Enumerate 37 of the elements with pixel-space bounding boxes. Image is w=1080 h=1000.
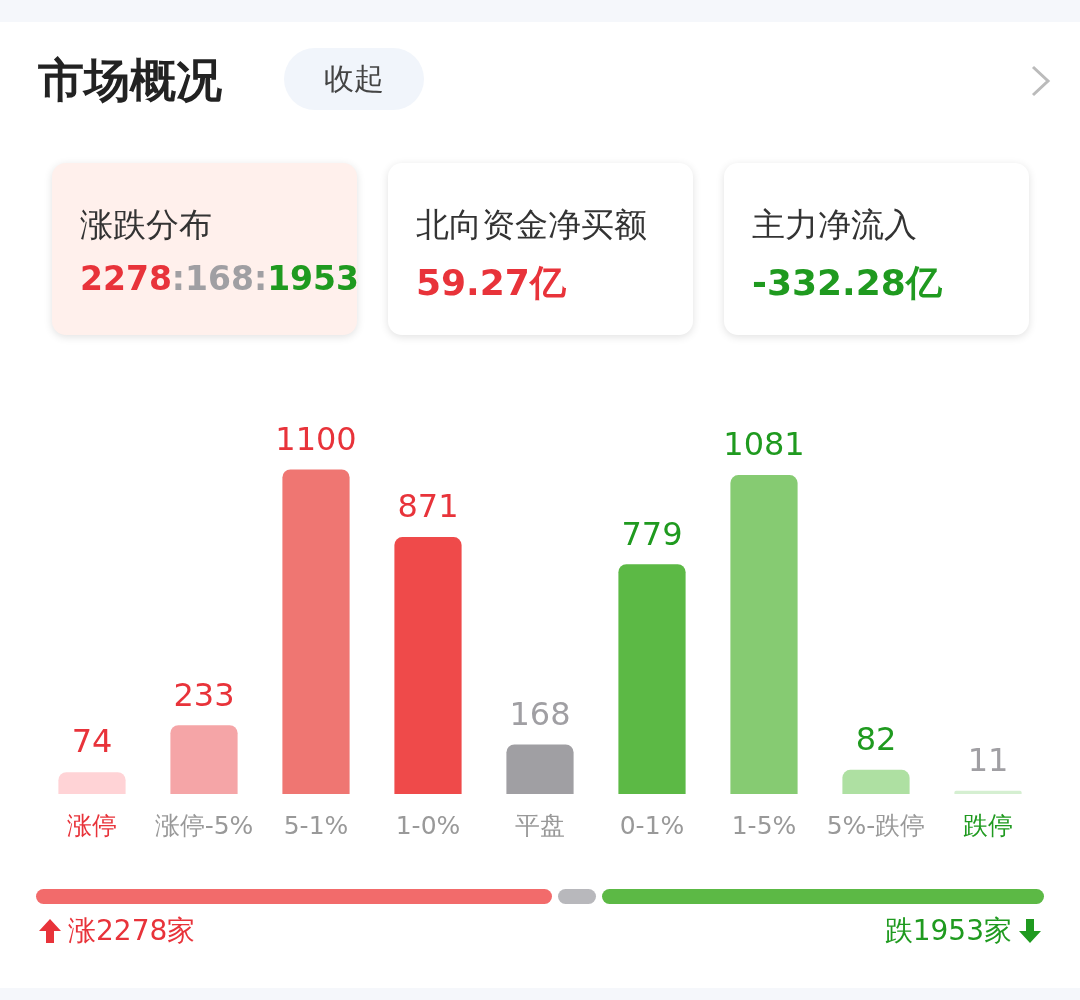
text: 2278:168:1953 — [80, 259, 360, 298]
data-label: 74 — [71, 722, 113, 761]
text: 跌1953家 — [884, 913, 1012, 949]
data-label: 82 — [855, 720, 897, 759]
data-label: 1100 — [275, 419, 357, 458]
text: 主力净流入 — [752, 204, 917, 246]
data-label: 1081 — [723, 425, 805, 464]
chart-title: 市场概况 — [38, 52, 222, 109]
data-label: 779 — [621, 514, 683, 553]
bar — [730, 475, 798, 794]
data-label: 871 — [397, 487, 459, 526]
x-tick-label: 1-5% — [731, 810, 797, 840]
x-tick-label: 1-0% — [395, 810, 461, 840]
x-tick-label: 跌停 — [963, 810, 1013, 840]
text: 59.27亿 — [416, 261, 566, 305]
bar — [842, 769, 910, 794]
bar — [282, 469, 350, 794]
x-tick-label: 5-1% — [283, 810, 349, 840]
text: 涨2278家 — [68, 913, 196, 949]
x-tick-label: 涨停 — [67, 810, 117, 840]
data-label: 168 — [509, 694, 571, 733]
text: 收起 — [284, 48, 424, 110]
x-tick-label: 5%-跌停 — [826, 810, 926, 840]
bar — [954, 790, 1022, 794]
data-label: 233 — [173, 675, 235, 714]
x-tick-label: 0-1% — [619, 810, 685, 840]
bar — [170, 725, 238, 794]
text: -332.28亿 — [752, 261, 942, 305]
bar — [58, 772, 126, 794]
text: 北向资金净买额 — [416, 204, 647, 246]
text: 涨跌分布 — [80, 204, 212, 246]
bar — [394, 537, 462, 794]
bar — [506, 744, 574, 794]
x-tick-label: 涨停-5% — [154, 810, 254, 840]
data-label: 11 — [967, 741, 1009, 780]
bar — [618, 564, 686, 794]
x-tick-label: 平盘 — [515, 810, 565, 840]
